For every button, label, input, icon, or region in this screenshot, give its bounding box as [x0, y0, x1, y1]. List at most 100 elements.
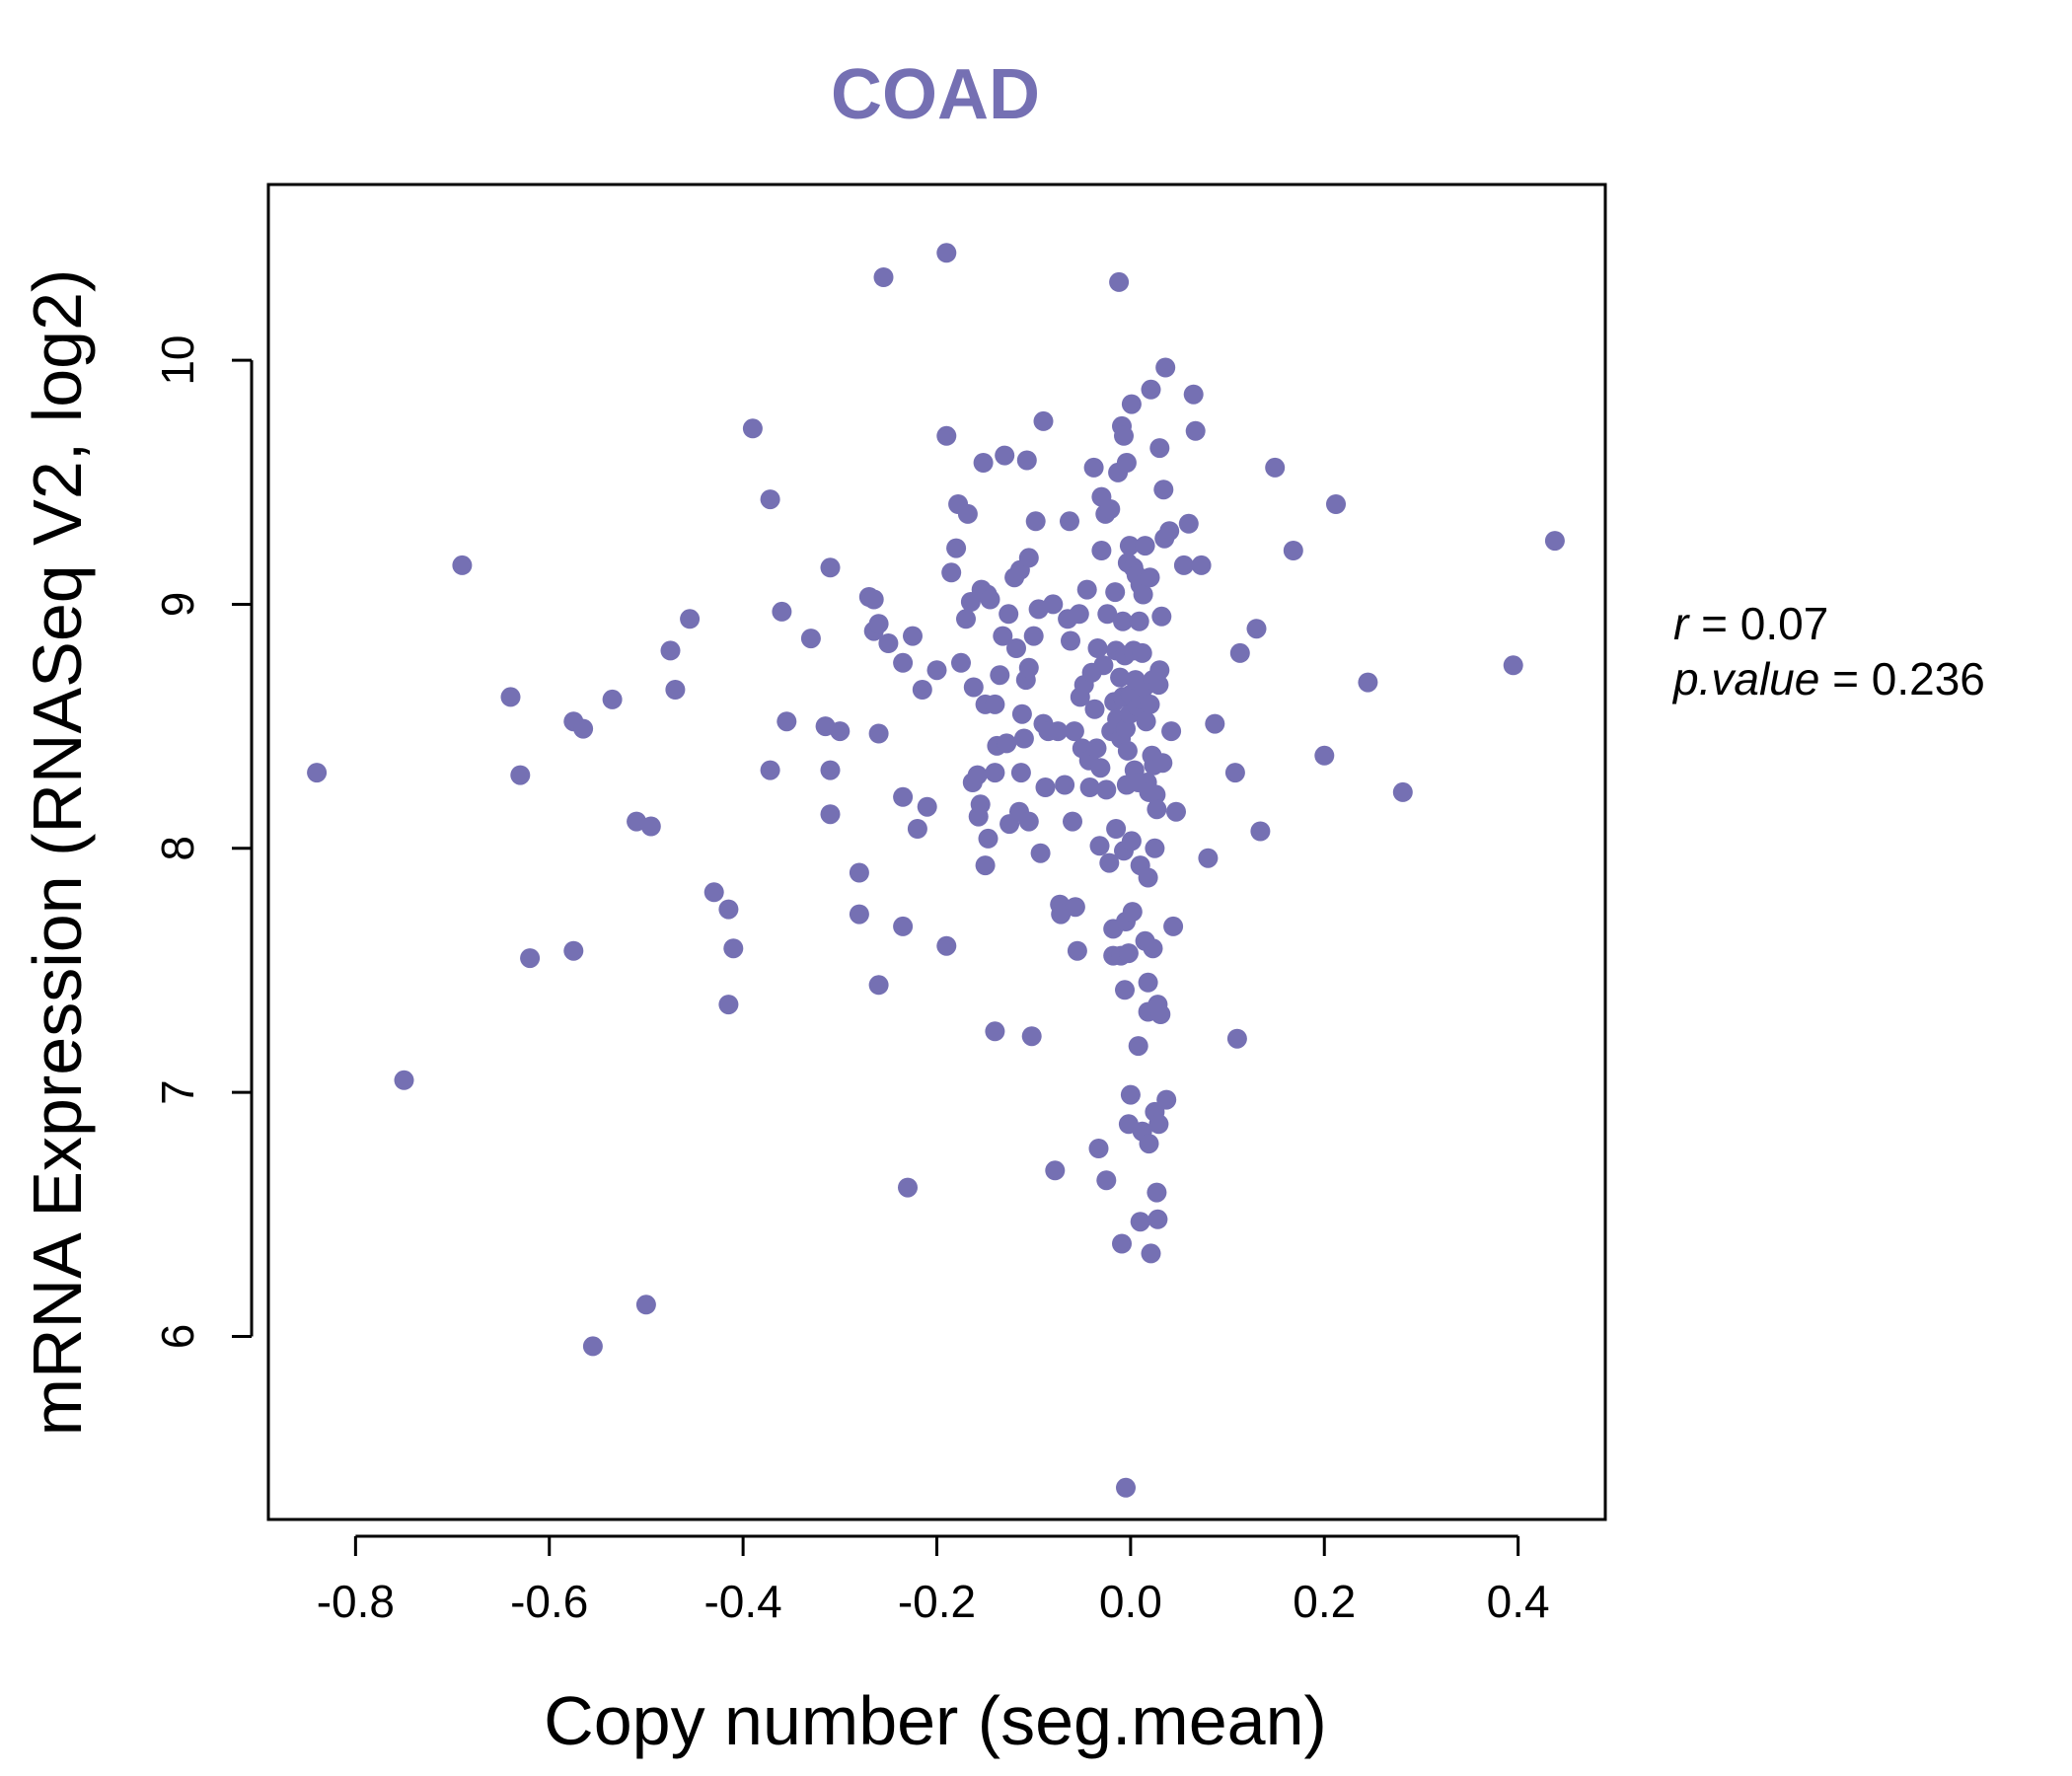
- y-axis: 6 7 8 9 10: [152, 335, 254, 1349]
- data-point: [1159, 521, 1180, 542]
- data-point: [1153, 480, 1174, 500]
- data-point: [1121, 394, 1142, 414]
- data-point: [1116, 1477, 1136, 1498]
- data-point: [956, 609, 976, 629]
- data-point: [980, 589, 1000, 610]
- data-point: [868, 723, 889, 744]
- data-point: [1010, 763, 1031, 783]
- data-point: [1205, 713, 1225, 734]
- data-point: [635, 1295, 656, 1315]
- data-point: [1109, 271, 1130, 292]
- data-point: [1183, 384, 1204, 405]
- data-point: [830, 721, 851, 742]
- data-point: [990, 665, 1010, 686]
- data-point: [951, 652, 971, 673]
- p-label: p.value: [1671, 653, 1819, 704]
- data-point: [820, 557, 841, 578]
- data-point: [1155, 357, 1176, 378]
- data-point: [1314, 745, 1335, 766]
- data-point: [1139, 1134, 1159, 1154]
- data-point: [1229, 642, 1250, 663]
- data-point: [500, 687, 521, 707]
- data-point: [1128, 1036, 1148, 1057]
- data-point: [1060, 511, 1079, 532]
- data-point: [660, 640, 681, 661]
- data-point: [1246, 619, 1267, 639]
- data-point: [573, 718, 594, 739]
- data-point: [800, 629, 821, 649]
- data-point: [941, 562, 962, 583]
- r-value: 0.07: [1740, 598, 1829, 649]
- data-point: [1018, 657, 1039, 678]
- data-point: [582, 1336, 603, 1357]
- data-point: [1130, 1212, 1150, 1232]
- data-point: [970, 794, 991, 815]
- data-point: [1091, 541, 1112, 560]
- data-point: [1147, 799, 1167, 820]
- x-tick-label: -0.2: [898, 1576, 976, 1627]
- data-point: [1151, 606, 1172, 627]
- data-point: [1148, 1114, 1169, 1135]
- data-point: [1147, 1182, 1167, 1203]
- data-point: [1096, 1170, 1117, 1191]
- data-point: [1152, 753, 1173, 774]
- data-point: [1030, 843, 1051, 863]
- data-point: [1138, 867, 1158, 888]
- data-point: [985, 763, 1005, 783]
- data-point: [1093, 655, 1114, 676]
- data-point: [510, 765, 531, 785]
- data-point: [1149, 438, 1170, 459]
- data-point: [926, 660, 947, 681]
- data-point: [975, 855, 996, 876]
- data-point: [1191, 555, 1212, 575]
- data-point: [1114, 425, 1134, 446]
- data-point: [1141, 1243, 1161, 1264]
- data-point: [772, 601, 792, 622]
- data-point: [868, 614, 889, 634]
- y-tick-label: 10: [152, 335, 203, 386]
- data-point: [1226, 1028, 1247, 1049]
- data-point: [1087, 638, 1108, 658]
- data-point: [1141, 379, 1161, 400]
- p-value: p.value = 0.236: [1671, 653, 1985, 704]
- data-point: [893, 652, 914, 673]
- data-point: [1265, 457, 1286, 478]
- y-tick-label: 8: [152, 836, 203, 861]
- data-point: [1121, 831, 1142, 851]
- data-point: [1122, 902, 1143, 923]
- data-point: [1096, 779, 1117, 800]
- data-point: [1100, 499, 1121, 519]
- data-point: [1021, 1026, 1042, 1047]
- data-point: [1069, 604, 1089, 625]
- y-tick-label: 9: [152, 592, 203, 618]
- data-point: [863, 589, 884, 610]
- data-point: [1113, 611, 1133, 631]
- data-point: [1063, 811, 1082, 832]
- x-tick-label: -0.6: [510, 1576, 588, 1627]
- data-point: [703, 882, 724, 903]
- data-point: [898, 1177, 918, 1198]
- data-point: [1140, 694, 1160, 714]
- data-point: [1033, 410, 1054, 431]
- data-point: [1025, 511, 1046, 532]
- data-point: [936, 935, 957, 956]
- data-point: [1061, 630, 1080, 651]
- data-point: [1146, 784, 1166, 805]
- data-point: [1055, 775, 1075, 795]
- data-point: [1132, 642, 1152, 663]
- data-point: [1119, 536, 1140, 556]
- correlation-r: r = 0.07: [1673, 598, 1828, 649]
- data-point: [1129, 611, 1149, 631]
- data-point: [1185, 420, 1206, 441]
- data-point: [1133, 584, 1153, 605]
- data-point: [1148, 675, 1169, 696]
- data-point: [1198, 848, 1219, 868]
- data-point: [1120, 1084, 1141, 1105]
- data-point: [820, 760, 841, 780]
- data-point: [946, 538, 967, 558]
- data-point: [1016, 450, 1037, 471]
- data-point: [1090, 758, 1111, 778]
- data-point: [997, 733, 1017, 754]
- data-point: [1143, 938, 1163, 959]
- x-axis-label: Copy number (seg.mean): [544, 1682, 1327, 1759]
